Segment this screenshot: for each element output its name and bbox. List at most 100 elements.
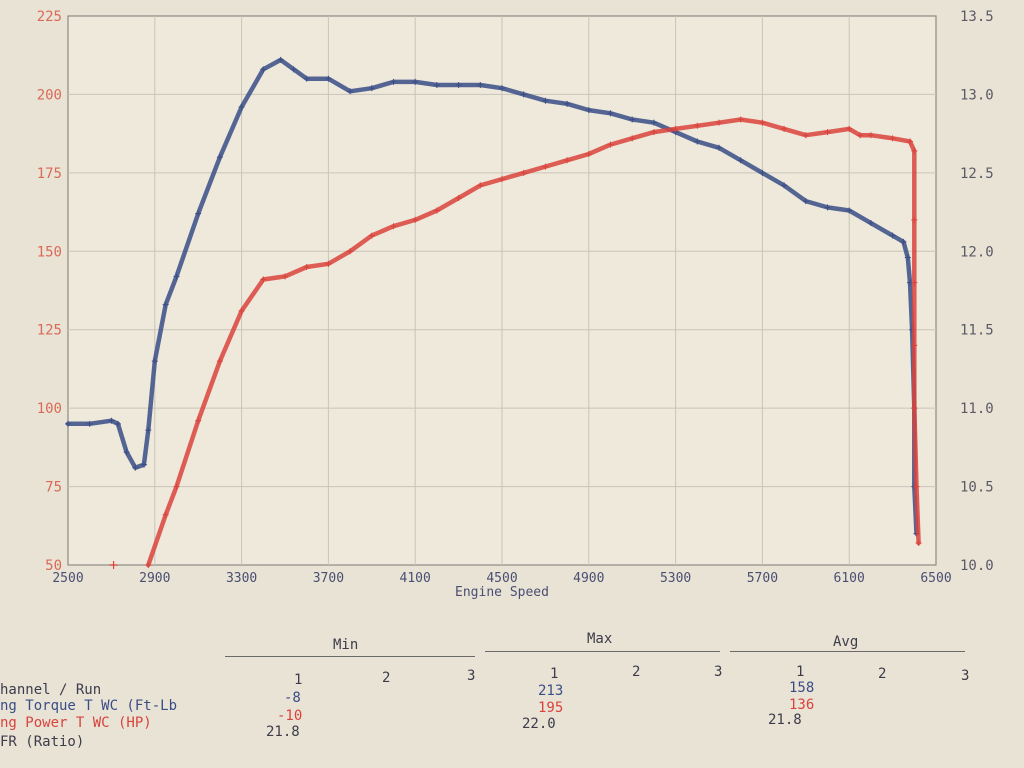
afr-max: 22.0 (522, 716, 556, 732)
series-point-torque (499, 85, 505, 92)
max-run-1: 1 (550, 666, 559, 682)
series-point-power (781, 125, 788, 132)
dyno-chart: 2500 2900 3300 3700 4100 4500 4900 5300 5700 6100… (37, 9, 994, 600)
right-tick-label: 12.0 (960, 244, 994, 260)
series-point-torque (145, 427, 152, 434)
series-point-torque (737, 157, 744, 164)
series-point-power (889, 135, 896, 142)
series-point-power (145, 562, 152, 568)
x-tick-label: 2900 (139, 571, 170, 586)
series-point-power (433, 207, 440, 214)
avg-run-3: 3 (961, 668, 970, 684)
max-run-3: 3 (714, 664, 723, 680)
left-tick-label: 175 (37, 166, 62, 182)
series-point-torque (412, 78, 419, 85)
left-tick-label: 50 (45, 558, 62, 574)
avg-rule (730, 651, 965, 652)
right-tick-label: 11.5 (960, 323, 994, 339)
right-tick-label: 13.0 (960, 87, 994, 103)
series-point-power (455, 194, 462, 201)
series-point-torque (542, 97, 549, 104)
power-max: 195 (538, 700, 564, 716)
series-point-power (585, 151, 592, 158)
min-rule (225, 656, 475, 657)
series-point-torque (195, 210, 202, 217)
series-point-power (282, 273, 288, 280)
series-point-torque (260, 66, 267, 73)
left-tick-label: 150 (37, 244, 62, 260)
series-point-torque (140, 461, 147, 468)
series-point-torque (781, 182, 788, 189)
series-point-power (238, 307, 245, 314)
series-point-torque (455, 82, 462, 89)
x-tick-label: 2500 (52, 571, 83, 586)
left-tick-label: 200 (37, 87, 62, 103)
series-point-power (499, 176, 505, 183)
x-tick-label: 4100 (400, 571, 431, 586)
series-point-power (911, 216, 918, 223)
series-point-power (520, 169, 527, 176)
series-point-power (477, 182, 484, 189)
avg-run-1: 1 (796, 664, 805, 680)
right-tick-label: 11.0 (960, 401, 994, 417)
series-point-power (802, 132, 809, 139)
series-point-torque (904, 254, 911, 261)
x-tick-label: 5300 (660, 571, 691, 586)
series-point-torque (477, 82, 484, 89)
series-point-torque (114, 420, 121, 427)
series-point-power (173, 483, 180, 490)
series-point-power (325, 260, 332, 267)
power-row-label: ng Power T WC (HP) (0, 715, 152, 731)
series-point-torque (132, 464, 139, 471)
right-tick-label: 13.5 (960, 9, 994, 25)
min-run-2: 2 (382, 670, 391, 686)
x-tick-label: 4900 (573, 571, 604, 586)
series-point-torque (650, 119, 657, 126)
series-point-torque (238, 103, 245, 110)
series-point-power (906, 138, 913, 145)
series-point-torque (390, 78, 397, 85)
left-tick-label: 125 (37, 323, 62, 339)
x-tick-label: 6500 (920, 571, 951, 586)
torque-row-label: ng Torque T WC (Ft-Lb (0, 698, 178, 714)
series-point-torque (151, 358, 158, 365)
series-point-power (260, 276, 267, 283)
series-point-torque (564, 100, 571, 107)
series-point-power (913, 483, 920, 490)
series-point-power (303, 263, 310, 270)
avg-header: Avg (833, 634, 859, 650)
series-point-torque (216, 154, 223, 161)
series-point-torque (629, 116, 636, 123)
right-tick-label: 10.0 (960, 558, 994, 574)
series-point-power (629, 135, 636, 142)
left-tick-label: 100 (37, 401, 62, 417)
series-point-power (911, 405, 918, 412)
x-tick-label: 4500 (486, 571, 517, 586)
series-point-power (412, 216, 419, 223)
series-point-torque (303, 75, 310, 82)
series-point-torque (347, 88, 354, 95)
series-point-power (195, 417, 202, 424)
series-point-torque (433, 82, 440, 89)
avg-run-2: 2 (878, 666, 887, 682)
x-axis-label: Engine Speed (455, 585, 549, 600)
series-point-power (867, 132, 874, 139)
series-point-power (737, 116, 744, 123)
afr-min: 21.8 (266, 724, 300, 740)
series-point-power (759, 119, 766, 126)
series-point-torque (607, 110, 614, 117)
x-tick-label: 3300 (226, 571, 257, 586)
series-point-power (857, 132, 864, 139)
series-point-torque (846, 207, 853, 214)
stray-marker (109, 561, 118, 569)
series-point-torque (290, 66, 297, 73)
torque-max: 213 (538, 683, 564, 699)
max-header: Max (587, 631, 613, 647)
series-point-power (672, 125, 679, 132)
series-point-power (911, 147, 918, 154)
series-point-torque (759, 169, 766, 176)
min-header: Min (333, 637, 359, 653)
series-point-power (716, 119, 722, 126)
power-min: -10 (277, 708, 303, 724)
